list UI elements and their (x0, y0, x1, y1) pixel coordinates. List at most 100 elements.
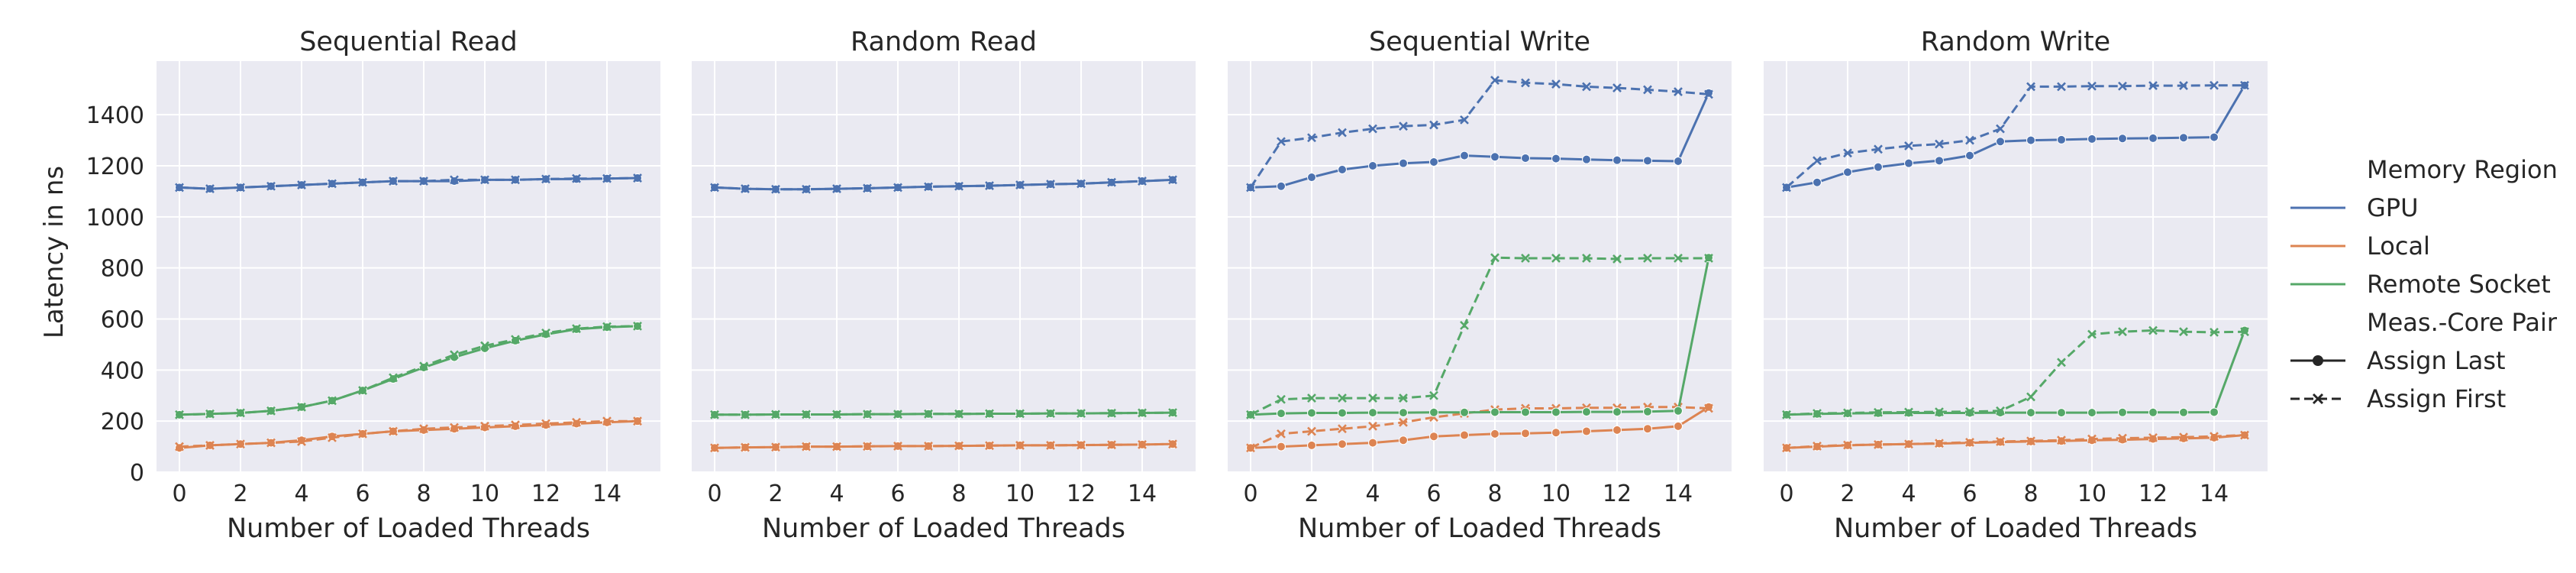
x-tick-label: 8 (1487, 481, 1502, 507)
legend-label: GPU (2367, 193, 2419, 222)
chart-title: Random Write (1921, 27, 2110, 57)
data-point (1308, 441, 1316, 449)
plot-background (692, 61, 1196, 472)
data-point (1369, 409, 1377, 417)
data-point (1491, 153, 1499, 161)
data-point (1522, 154, 1530, 162)
data-point (1583, 408, 1591, 416)
x-tick-label: 10 (2077, 481, 2106, 507)
chart-title: Sequential Write (1369, 27, 1590, 57)
data-point (2149, 134, 2158, 142)
plot-background (1764, 61, 2268, 472)
data-point (1338, 440, 1347, 448)
data-point (1461, 408, 1469, 416)
y-tick-label: 200 (101, 409, 144, 435)
data-point (2088, 409, 2097, 417)
data-point (1491, 429, 1499, 438)
data-point (1522, 408, 1530, 416)
data-point (1369, 162, 1377, 170)
legend-label: Local (2367, 231, 2430, 261)
data-point (1613, 408, 1622, 416)
legend-item-local: Local (2290, 231, 2430, 261)
legend-style-title: Meas.-Core Pair (2367, 308, 2558, 337)
data-point (2210, 408, 2219, 416)
chart-panel-2: Random Read0 2 4 6 8 10 12 14Number of Loaded T… (692, 27, 1196, 544)
legend-marker (2313, 355, 2323, 366)
x-tick-label: 2 (233, 481, 247, 507)
data-point (2180, 134, 2188, 142)
x-tick-label: 8 (416, 481, 431, 507)
data-point (2119, 408, 2127, 416)
data-point (2149, 408, 2158, 416)
x-tick-label: 2 (1304, 481, 1319, 507)
chart-panel-3: Sequential Write0 2 4 6 8 10 12 14Number of Loa… (1228, 27, 1732, 544)
data-point (1674, 157, 1683, 165)
data-point (1430, 157, 1438, 166)
data-point (1583, 155, 1591, 163)
data-point (2088, 134, 2097, 143)
x-axis-label: Number of Loaded Threads (1834, 513, 2197, 544)
data-point (1674, 422, 1683, 430)
legend-label: Remote Socket (2367, 270, 2551, 299)
y-tick-label: 1200 (86, 154, 144, 180)
x-tick-label: 10 (470, 481, 499, 507)
x-axis-label: Number of Loaded Threads (1298, 513, 1661, 544)
x-axis-label: Number of Loaded Threads (762, 513, 1125, 544)
data-point (1399, 409, 1408, 417)
x-tick-label: 6 (1426, 481, 1441, 507)
legend-label: Assign First (2367, 384, 2506, 413)
data-point (2119, 435, 2127, 444)
data-point (1338, 166, 1347, 174)
data-point (1522, 429, 1530, 438)
data-point (2119, 134, 2127, 143)
chart-title: Sequential Read (299, 27, 518, 57)
data-point (1399, 159, 1408, 167)
x-tick-label: 0 (707, 481, 721, 507)
y-axis-label: Latency in ns (39, 166, 69, 338)
data-point (1644, 157, 1652, 165)
data-point (1491, 408, 1499, 416)
x-tick-label: 0 (1243, 481, 1257, 507)
data-point (1277, 410, 1286, 418)
y-tick-label: 1400 (86, 102, 144, 129)
y-tick-label: 600 (101, 307, 144, 334)
data-point (1613, 156, 1622, 164)
data-point (1430, 408, 1438, 416)
data-point (2180, 408, 2188, 416)
data-point (2058, 409, 2066, 417)
x-tick-label: 6 (1962, 481, 1977, 507)
data-point (1338, 409, 1347, 417)
data-point (1277, 182, 1286, 190)
data-point (2210, 133, 2219, 141)
legend-item-gpu: GPU (2290, 193, 2419, 222)
x-tick-label: 12 (531, 481, 560, 507)
legend: Memory Region GPU Local Remote Socket Meas.-… (2290, 155, 2558, 413)
chart-title: Random Read (851, 27, 1037, 57)
data-point (1552, 154, 1561, 163)
data-point (1308, 173, 1316, 182)
data-point (1461, 431, 1469, 439)
x-tick-label: 6 (890, 481, 905, 507)
data-point (1997, 138, 2005, 146)
x-tick-label: 4 (1365, 481, 1380, 507)
legend-item-assign-last: Assign Last (2290, 346, 2506, 375)
x-tick-label: 14 (1664, 481, 1693, 507)
data-point (2058, 135, 2066, 144)
data-point (1844, 168, 1852, 176)
x-tick-label: 4 (294, 481, 308, 507)
x-tick-label: 8 (951, 481, 966, 507)
data-point (1369, 439, 1377, 447)
data-point (2027, 409, 2035, 417)
legend-item-assign-first: Assign First (2290, 384, 2506, 413)
data-point (1644, 425, 1652, 433)
x-tick-label: 8 (2023, 481, 2038, 507)
data-point (1430, 432, 1438, 441)
legend-hue-title: Memory Region (2367, 155, 2558, 184)
data-point (2027, 136, 2035, 144)
plot-background (157, 61, 660, 472)
y-tick-label: 0 (130, 460, 144, 487)
legend-label: Assign Last (2367, 346, 2506, 375)
